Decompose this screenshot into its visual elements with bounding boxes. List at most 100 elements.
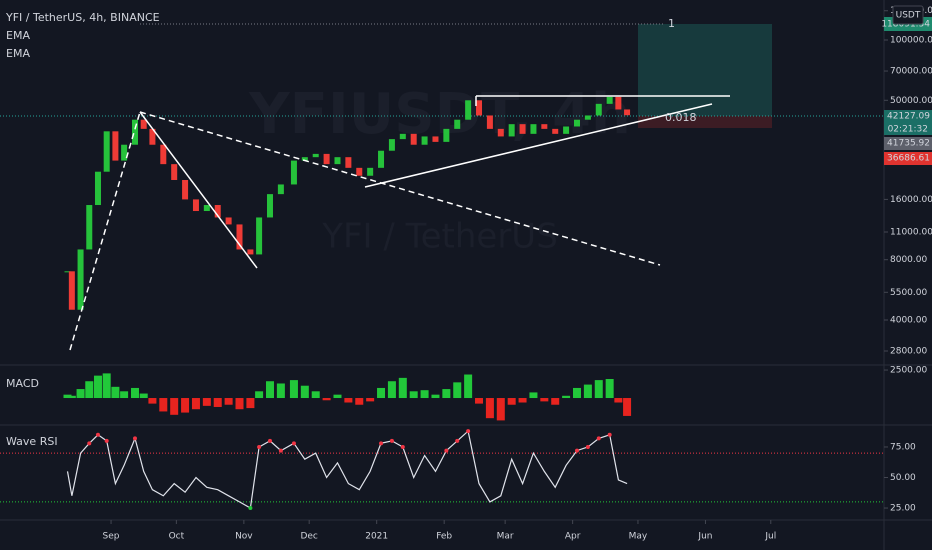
price-tag [884, 152, 932, 165]
macd-bar [191, 398, 200, 410]
candle [465, 100, 472, 120]
macd-bar [605, 378, 614, 399]
macd-bar [311, 391, 320, 399]
y-tick-label: 50000.00 [890, 96, 932, 106]
rsi-extreme [291, 441, 296, 446]
candle [624, 109, 631, 116]
macd-bar [562, 395, 571, 399]
candle [454, 119, 461, 129]
macd-bar [322, 398, 331, 401]
macd-bar [255, 391, 264, 399]
rsi-extreme [267, 438, 272, 443]
y-tick-label: 11000.00 [890, 227, 932, 237]
candle [182, 179, 189, 200]
candle [192, 199, 199, 212]
macd-bar [111, 386, 120, 399]
rsi-extreme [400, 444, 405, 449]
candle [312, 153, 319, 158]
candle [247, 249, 254, 255]
countdown: 02:21:32 [888, 125, 928, 135]
macd-bar [213, 398, 222, 407]
candle [277, 184, 284, 195]
rsi-extreme [278, 448, 283, 453]
macd-bar [93, 375, 102, 399]
macd-bar [431, 394, 440, 399]
pane-title: MACD [6, 377, 39, 390]
macd-bar [572, 387, 581, 399]
candle [290, 160, 297, 185]
candle [367, 167, 374, 176]
macd-bar [366, 398, 375, 402]
price-tag [884, 110, 932, 135]
macd-bar [76, 389, 85, 399]
trend-line [139, 111, 661, 266]
macd-bar [344, 398, 353, 403]
rsi-extreme [248, 506, 253, 511]
macd-bar [246, 398, 255, 409]
y-tick-label: 75.00 [890, 442, 916, 452]
macd-bar [120, 391, 129, 399]
x-tick-label: May [629, 532, 648, 542]
rsi-line [66, 429, 628, 509]
x-tick-label: Dec [300, 532, 317, 542]
candle [225, 217, 232, 225]
rsi-extreme [257, 444, 262, 449]
macd-bar [265, 381, 274, 399]
candle [421, 136, 428, 145]
rsi-extreme [455, 438, 460, 443]
y-tick-label: 50.00 [890, 473, 916, 483]
candle [103, 131, 110, 172]
macd-bar [377, 387, 386, 399]
macd-bar [139, 393, 148, 399]
candle [131, 119, 138, 145]
candle [432, 136, 439, 142]
candle [64, 271, 71, 273]
ema-price: 41735.92 [887, 139, 930, 149]
x-tick-label: Sep [103, 532, 120, 542]
x-tick-label: Jul [764, 532, 776, 542]
macd-bar [453, 382, 462, 399]
candle [486, 115, 493, 129]
macd-bar [464, 374, 473, 399]
macd-bar [289, 380, 298, 399]
position-label: 0.018 [665, 111, 697, 124]
y-tick-label: 2800.00 [890, 347, 927, 357]
macd-bar [594, 380, 603, 399]
candle [410, 133, 417, 145]
macd-bar [148, 398, 157, 404]
trend-line [69, 111, 141, 351]
x-tick-label: Jun [697, 532, 712, 542]
candle [584, 115, 591, 120]
pane-title: Wave RSI [6, 435, 58, 448]
candle [256, 217, 263, 255]
y-tick-label: 25.00 [890, 504, 916, 514]
currency-button[interactable] [892, 5, 924, 25]
macd-bar [235, 398, 244, 410]
panes: Sep Oct Nov Dec 2021 Feb Mar Apr May Jun Jul [0, 96, 932, 542]
currency-button-label[interactable]: USDT [896, 11, 921, 21]
ema-price: 36686.61 [887, 154, 930, 164]
macd-bar [551, 398, 560, 405]
profit-zone [638, 24, 772, 116]
macd-bar [224, 398, 233, 405]
candle [236, 224, 243, 250]
loss-zone [638, 116, 772, 128]
macd-bar [409, 391, 418, 399]
macd-bar [202, 398, 211, 406]
trend-line [364, 103, 713, 188]
rsi-extreme [104, 438, 109, 443]
price-tag [884, 137, 932, 150]
candle [334, 157, 341, 165]
y-tick-label: 4000.00 [890, 315, 927, 325]
macd-bar [485, 398, 494, 419]
macd-bar [276, 383, 285, 399]
x-tick-label: Apr [565, 532, 581, 542]
macd-bar [398, 377, 407, 399]
candle [203, 205, 210, 212]
candle [345, 157, 352, 168]
candle [530, 124, 537, 134]
candle [214, 205, 221, 218]
y-tick-label: 16000.00 [890, 195, 932, 205]
